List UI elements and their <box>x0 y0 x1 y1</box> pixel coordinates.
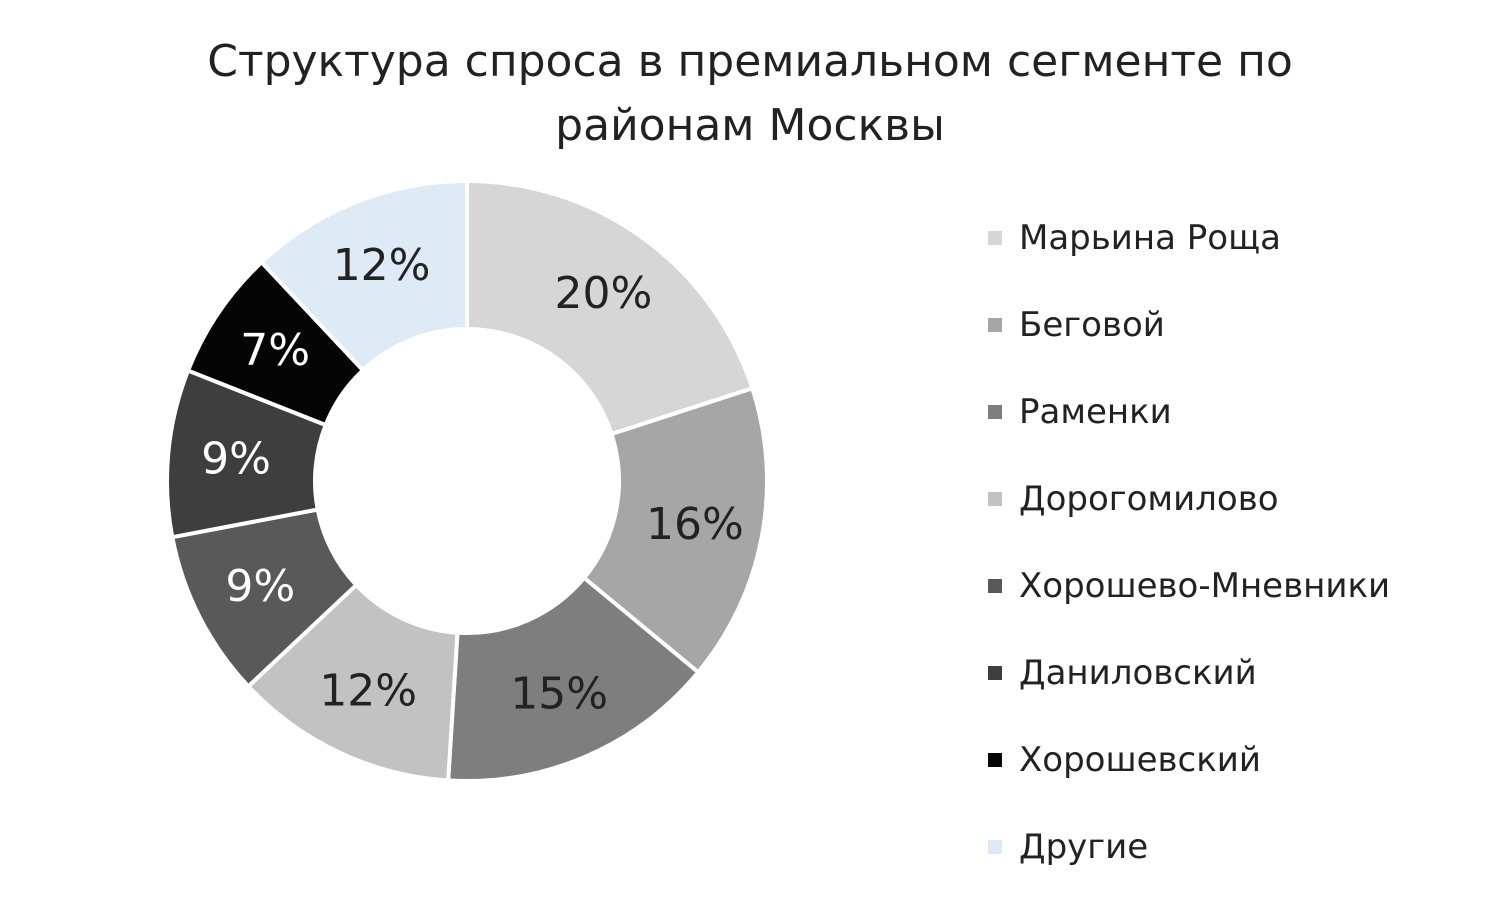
donut-chart: 20% 16% 15% 12% 9% 9% 7% 12% <box>167 178 769 783</box>
legend-swatch <box>988 578 1002 593</box>
legend-item: Даниловский <box>988 629 1390 716</box>
legend-item: Марьина Роща <box>988 194 1390 281</box>
slice-percent-label: 20% <box>554 268 652 319</box>
donut-slice <box>581 385 769 676</box>
legend-item: Хорошевский <box>988 716 1390 803</box>
legend-label: Марьина Роща <box>1019 217 1281 258</box>
legend-item: Дорогомилово <box>988 455 1390 542</box>
legend-label: Раменки <box>1019 391 1172 432</box>
legend-swatch <box>988 752 1002 767</box>
legend-label: Другие <box>1019 826 1149 867</box>
legend-swatch <box>988 230 1002 245</box>
chart-title-line-2: районам Москвы <box>555 100 945 151</box>
slice-percent-label: 9% <box>225 561 295 612</box>
chart-title: Структура спроса в премиальном сегменте … <box>0 30 1500 158</box>
legend-swatch <box>988 317 1002 332</box>
legend-swatch <box>988 491 1002 506</box>
slice-percent-label: 16% <box>646 499 744 550</box>
slice-percent-label: 12% <box>319 665 417 716</box>
legend-label: Даниловский <box>1019 652 1257 693</box>
slice-percent-label: 12% <box>333 240 431 291</box>
legend-swatch <box>988 665 1002 680</box>
legend-swatch <box>988 839 1002 854</box>
legend-item: Беговой <box>988 281 1390 368</box>
legend-label: Дорогомилово <box>1019 478 1279 519</box>
slice-percent-label: 9% <box>201 434 271 485</box>
legend-label: Хорошевский <box>1019 739 1261 780</box>
donut-slice <box>258 178 469 374</box>
chart-title-line-1: Структура спроса в премиальном сегменте … <box>207 36 1293 87</box>
donut-slice <box>465 178 755 437</box>
legend-item: Другие <box>988 803 1390 890</box>
donut-slice <box>446 575 701 783</box>
legend-item: Хорошево-Мневники <box>988 542 1390 629</box>
legend-label: Хорошево-Мневники <box>1019 565 1391 606</box>
chart-legend: Марьина Роща Беговой Раменки Дорогомилово Хо… <box>988 194 1390 890</box>
slice-percent-label: 15% <box>510 668 608 719</box>
legend-item: Раменки <box>988 368 1390 455</box>
legend-label: Беговой <box>1019 304 1165 345</box>
slice-percent-label: 7% <box>240 325 310 376</box>
legend-swatch <box>988 404 1002 419</box>
